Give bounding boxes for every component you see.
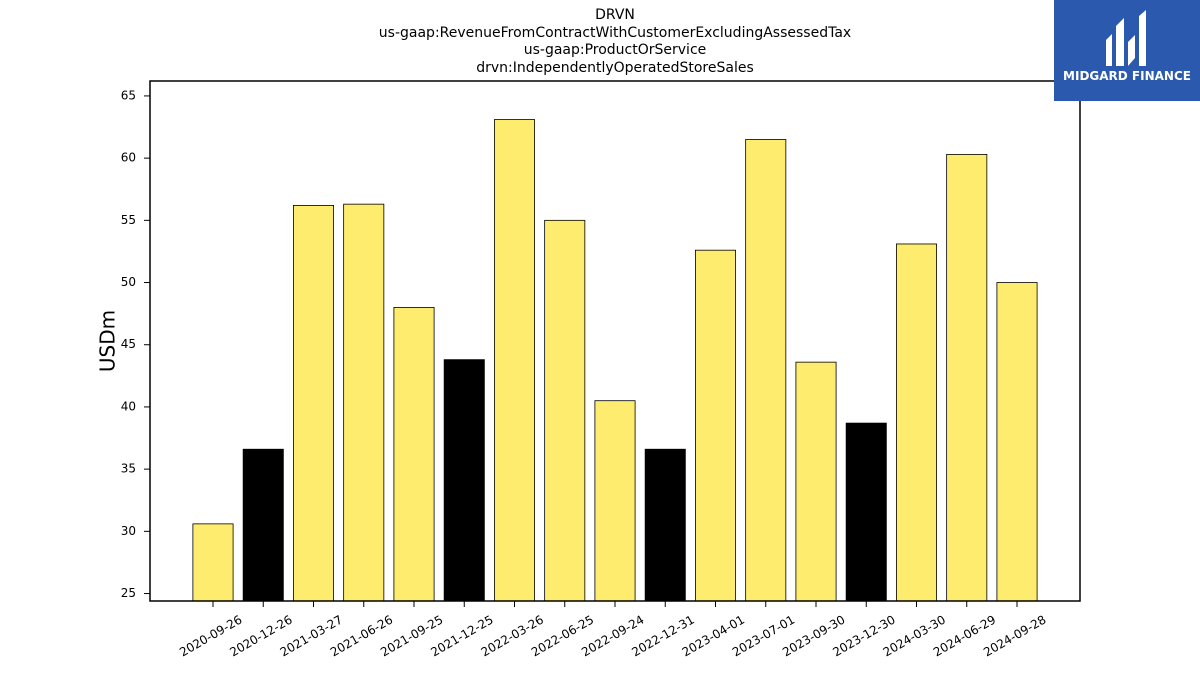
bar-2024-06-29 [946,153,988,602]
plot-frame [149,80,1081,602]
bar-2021-09-25 [393,307,435,602]
y-tick-label: 65 [121,88,136,102]
x-axis: 2020-09-262020-12-262021-03-272021-06-26… [177,601,1049,659]
bar-2023-04-01 [695,249,737,602]
title-line-ticker: DRVN [595,7,635,23]
bar-2020-09-26 [192,523,234,602]
bar-2023-12-30 [845,422,887,602]
bar-2022-12-31 [644,448,686,602]
bar-2023-07-01 [745,139,787,602]
bar-2024-03-30 [896,243,938,602]
bar-2024-09-28 [996,282,1038,602]
y-axis: 25 30 35 40 45 50 55 60 65 [121,88,150,600]
midgard-finance-logo: MIDGARD FINANCE [1054,0,1200,101]
y-tick-label: 35 [121,462,136,476]
bar-2022-06-25 [544,219,586,602]
bar-2023-09-30 [795,361,837,602]
logo-text: MIDGARD FINANCE [1063,69,1191,83]
title-line-axis: us-gaap:ProductOrService [523,42,707,58]
chart-title: DRVN us-gaap:RevenueFromContractWithCust… [150,7,1080,77]
title-line-member: drvn:IndependentlyOperatedStoreSales [476,59,754,76]
bar-2021-06-26 [343,203,385,602]
y-tick-label: 30 [121,524,136,538]
title-line-concept: us-gaap:RevenueFromContractWithCustomerE… [378,24,852,41]
bar-2022-09-24 [594,400,636,602]
y-tick-label: 55 [121,213,136,227]
y-tick-label: 45 [121,337,136,351]
bar-2021-12-25 [443,359,485,602]
bar-2022-03-26 [493,119,535,602]
bar-2020-12-26 [242,448,284,602]
y-tick-label: 60 [121,151,136,165]
y-tick-label: 25 [121,586,136,600]
midgard-logo-icon [1106,10,1146,66]
y-tick-label: 40 [121,399,136,413]
bar-2021-03-27 [292,204,334,602]
y-axis-label: USDm [96,310,120,372]
y-tick-label: 50 [121,275,136,289]
bars-group [192,119,1038,602]
